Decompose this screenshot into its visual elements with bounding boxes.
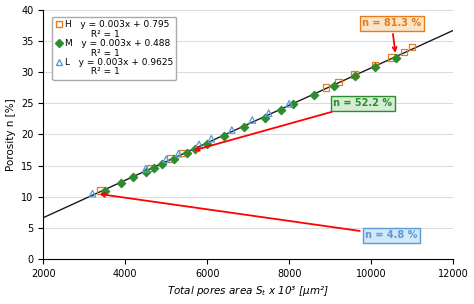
Point bbox=[240, 124, 248, 129]
Point bbox=[392, 55, 400, 60]
Point bbox=[118, 181, 125, 185]
Point bbox=[265, 111, 273, 116]
X-axis label: Total pores area $S_t$ x 10³ [μm²]: Total pores area $S_t$ x 10³ [μm²] bbox=[167, 285, 329, 299]
Point bbox=[158, 162, 166, 167]
Point bbox=[191, 147, 199, 152]
Point bbox=[101, 188, 109, 193]
Point bbox=[372, 63, 379, 67]
Point bbox=[290, 102, 297, 107]
Point bbox=[208, 136, 215, 141]
Point bbox=[330, 83, 338, 88]
Point bbox=[351, 74, 358, 79]
Point bbox=[97, 188, 104, 193]
Point bbox=[203, 141, 211, 146]
Text: n = 52.2 %: n = 52.2 % bbox=[195, 98, 392, 151]
Y-axis label: Porosity n [%]: Porosity n [%] bbox=[6, 98, 16, 171]
Text: n = 81.3 %: n = 81.3 % bbox=[362, 18, 421, 51]
Point bbox=[351, 72, 358, 77]
Point bbox=[322, 85, 330, 90]
Point bbox=[150, 166, 158, 171]
Point bbox=[146, 166, 154, 171]
Point bbox=[142, 166, 150, 171]
Point bbox=[89, 191, 96, 196]
Point bbox=[310, 93, 318, 98]
Text: n = 4.8 %: n = 4.8 % bbox=[101, 193, 418, 240]
Point bbox=[183, 151, 191, 156]
Point bbox=[335, 80, 342, 85]
Point bbox=[400, 50, 408, 54]
Point bbox=[388, 55, 395, 60]
Point bbox=[142, 169, 150, 174]
Point bbox=[285, 101, 293, 106]
Point bbox=[195, 142, 203, 147]
Point bbox=[277, 108, 285, 112]
Point bbox=[171, 156, 178, 161]
Point bbox=[372, 64, 379, 69]
Point bbox=[130, 175, 137, 180]
Point bbox=[261, 115, 268, 120]
Point bbox=[228, 128, 236, 133]
Point bbox=[166, 156, 174, 161]
Point bbox=[408, 45, 416, 50]
Legend: H   y = 0.003x + 0.795,          R² = 1, M   y = 0.003x + 0.488,          R² = 1: H y = 0.003x + 0.795, R² = 1, M y = 0.00… bbox=[52, 16, 176, 80]
Point bbox=[179, 151, 186, 156]
Point bbox=[248, 118, 256, 123]
Point bbox=[220, 134, 228, 139]
Point bbox=[163, 157, 170, 162]
Point bbox=[175, 151, 182, 156]
